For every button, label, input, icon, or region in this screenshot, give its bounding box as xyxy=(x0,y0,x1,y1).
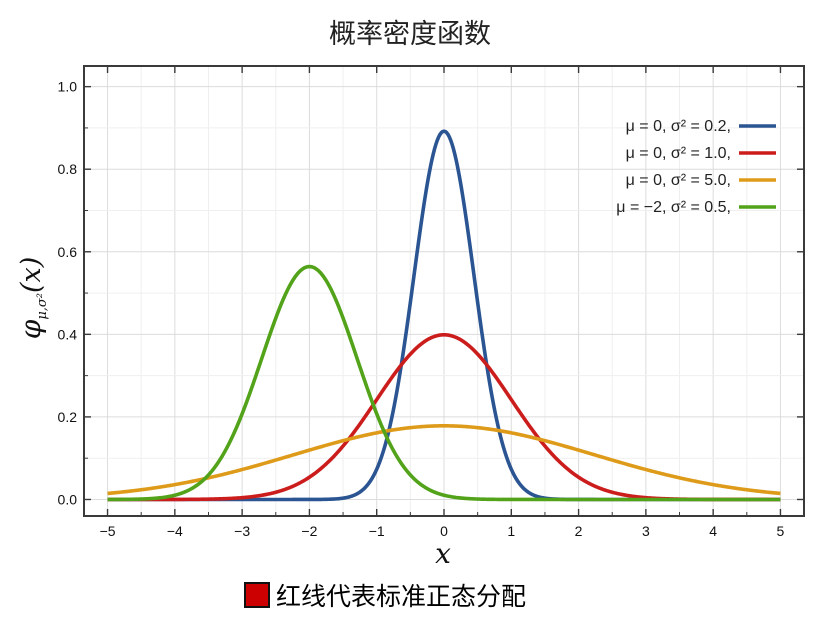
x-tick-label: −3 xyxy=(234,523,250,539)
legend-label-3: μ = 0, σ² = 5.0, xyxy=(626,172,731,189)
series-layer xyxy=(107,129,781,502)
x-tick-label: −2 xyxy=(301,523,317,539)
x-tick-label: −1 xyxy=(369,523,385,539)
y-tick-label: 0.4 xyxy=(58,326,78,342)
x-tick-label: 2 xyxy=(575,523,583,539)
y-axis-title-subscript: μ,σ² xyxy=(35,293,50,320)
x-tick-label: 5 xyxy=(777,523,785,539)
y-axis-title-phi: φ xyxy=(14,319,47,339)
x-tick-label: 3 xyxy=(642,523,650,539)
chart-title: 概率密度函数 xyxy=(329,19,491,50)
series-line-3 xyxy=(107,424,781,496)
x-tick-label: 4 xyxy=(709,523,717,539)
y-tick-label: 0.6 xyxy=(58,244,78,260)
x-tick-label: 0 xyxy=(440,523,448,539)
legend: μ = 0, σ² = 0.2, μ = 0, σ² = 1.0, μ = 0, σ… xyxy=(616,118,776,216)
y-tick-label: 0.8 xyxy=(58,161,78,177)
y-tick-label: 0.0 xyxy=(58,491,78,507)
y-axis-title-arg: (x) xyxy=(16,257,47,293)
x-tick-label: −5 xyxy=(100,523,116,539)
x-tick-label: 1 xyxy=(507,523,515,539)
y-tick-label: 1.0 xyxy=(58,79,78,95)
legend-label-2: μ = 0, σ² = 1.0, xyxy=(626,145,731,162)
x-tick-label: −4 xyxy=(167,523,183,539)
red-swatch xyxy=(244,582,270,608)
footer-note: 红线代表标准正态分配 xyxy=(244,578,526,612)
legend-label-1: μ = 0, σ² = 0.2, xyxy=(626,118,731,135)
svg-text:φμ,σ²(x): φμ,σ²(x) xyxy=(14,257,50,340)
legend-label-4: μ = −2, σ² = 0.5, xyxy=(616,199,731,216)
series-line-4 xyxy=(107,264,781,502)
footer-text: 红线代表标准正态分配 xyxy=(276,582,527,611)
ticks: −5 −4 −3 −2 −1 0 1 2 3 4 5 0.0 0.2 0.4 0.6 0.8 1.0 xyxy=(58,66,804,539)
y-axis-title: φμ,σ²(x) xyxy=(14,257,50,340)
y-tick-label: 0.2 xyxy=(58,409,78,425)
x-axis-title: x xyxy=(435,537,451,570)
